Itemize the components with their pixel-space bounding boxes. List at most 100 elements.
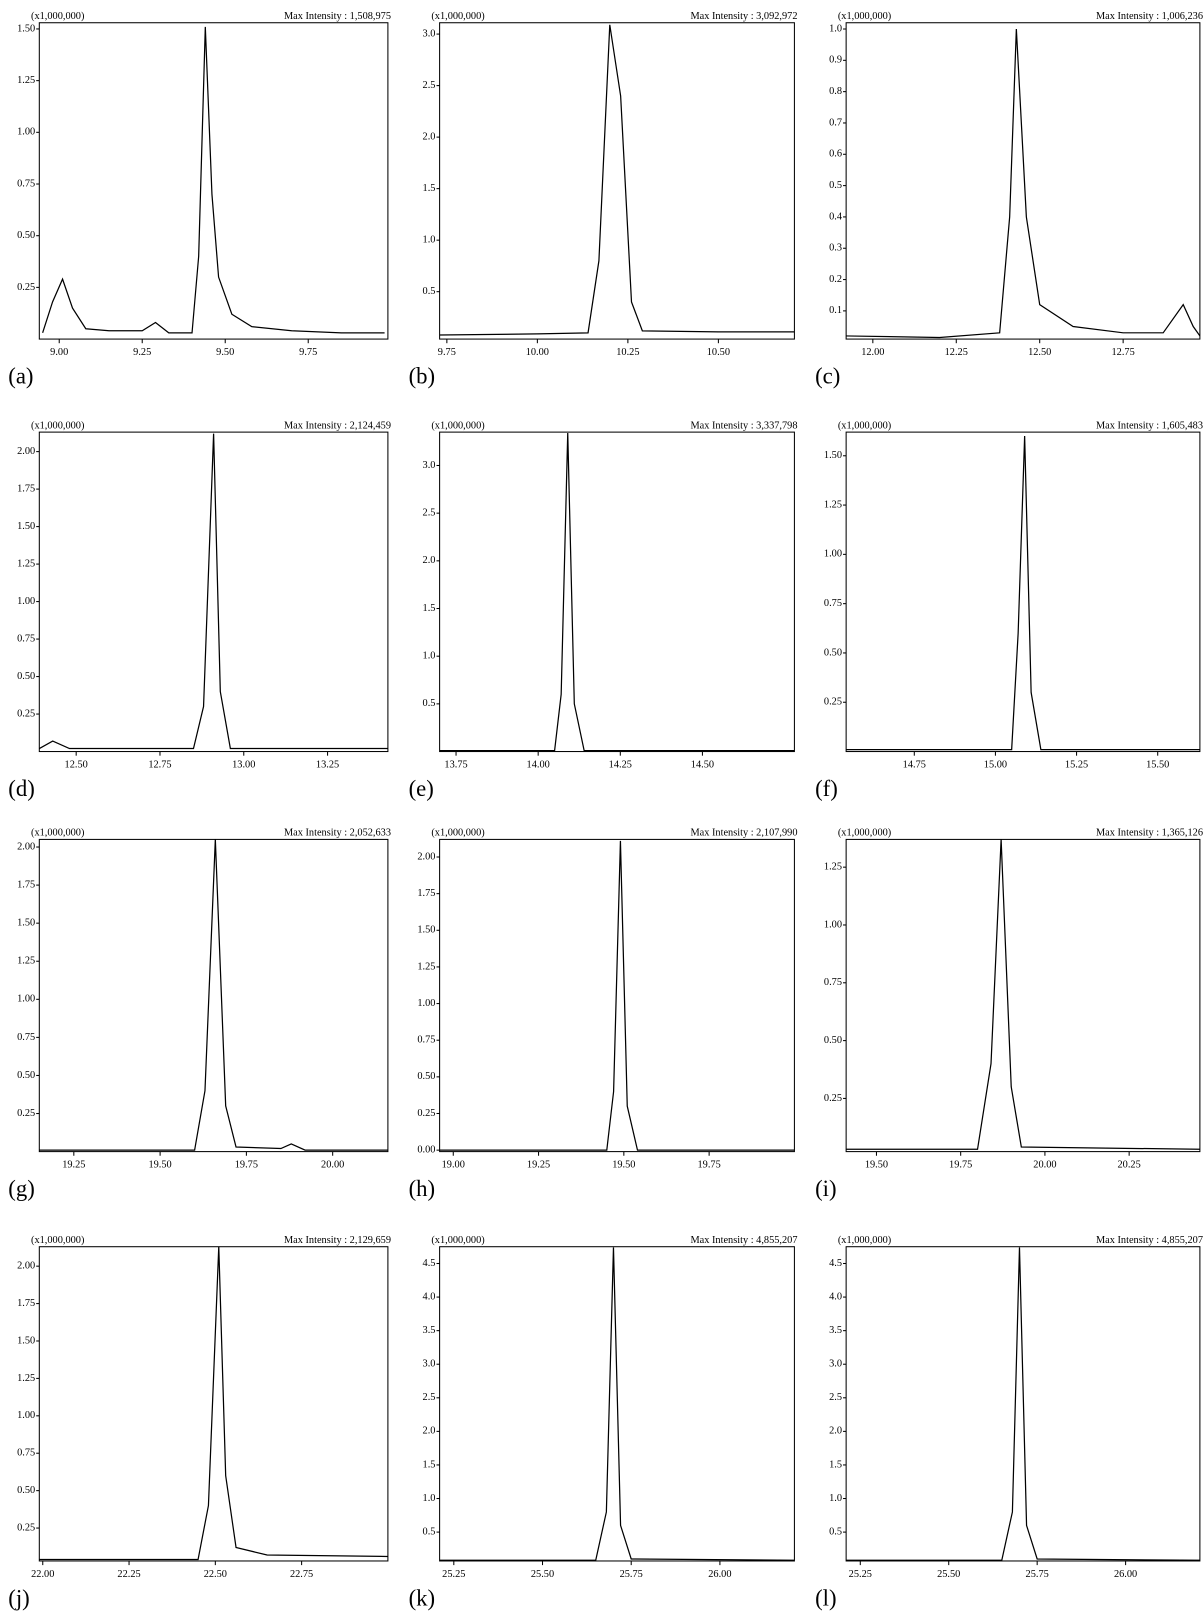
panel-label: (h) (409, 1176, 436, 1201)
x-tick-label: 9.75 (299, 347, 317, 358)
chromatogram-line (39, 1246, 388, 1561)
y-tick-label: 1.75 (417, 888, 435, 899)
y-tick-label: 1.25 (824, 862, 842, 873)
y-tick-label: 0.75 (417, 1035, 435, 1046)
chromatogram-panel: (x1,000,000) Max Intensity : 2,052,633 (g)… (8, 828, 391, 1202)
chromatogram-line (846, 28, 1200, 339)
x-tick-label: 25.50 (937, 1569, 960, 1580)
x-tick-label: 9.75 (438, 347, 456, 358)
max-intensity: Max Intensity : 4,855,207 (690, 1235, 797, 1246)
chromatogram-line (439, 24, 795, 336)
y-tick-label: 0.75 (17, 633, 35, 644)
x-tick-label: 25.50 (531, 1569, 554, 1580)
chromatogram-panel: (x1,000,000) Max Intensity : 2,129,659 (j)… (8, 1235, 391, 1611)
y-tick-label: 0.8 (829, 86, 842, 97)
y-tick-label: 1.00 (17, 1410, 35, 1421)
x-tick-label: 22.00 (31, 1569, 54, 1580)
y-tick-label: 1.50 (17, 1335, 35, 1346)
chromatogram-panel: (x1,000,000) Max Intensity : 2,124,459 (d)… (8, 420, 391, 801)
panel-label: (e) (409, 776, 434, 801)
y-tick-label: 0.5 (829, 180, 842, 191)
y-tick-label: 1.50 (17, 23, 35, 34)
panel-label: (k) (409, 1585, 436, 1610)
y-tick-label: 2.00 (17, 1261, 35, 1272)
unit-label: (x1,000,000) (431, 828, 484, 839)
panel-label: (i) (815, 1176, 836, 1201)
y-tick-label: 3.0 (423, 1359, 436, 1370)
panel-label: (b) (409, 364, 436, 389)
y-tick-label: 0.4 (829, 211, 842, 222)
chromatogram-line (846, 436, 1200, 751)
max-intensity: Max Intensity : 2,052,633 (284, 828, 391, 839)
y-tick-label: 1.25 (824, 499, 842, 510)
x-tick-label: 12.00 (861, 347, 884, 358)
unit-label: (x1,000,000) (31, 11, 84, 22)
chromatogram-panel: (x1,000,000) Max Intensity : 4,855,207 (k)… (409, 1235, 798, 1611)
y-tick-label: 1.50 (17, 521, 35, 532)
y-tick-label: 2.00 (17, 841, 35, 852)
y-tick-label: 0.75 (824, 598, 842, 609)
y-tick-label: 0.5 (423, 286, 436, 297)
y-tick-label: 0.75 (17, 1032, 35, 1043)
y-tick-label: 0.5 (423, 1526, 436, 1537)
plot-frame (845, 1246, 1201, 1562)
max-intensity: Max Intensity : 2,107,990 (690, 828, 797, 839)
unit-label: (x1,000,000) (431, 11, 484, 22)
y-tick-label: 1.0 (829, 23, 842, 34)
chromatogram-line (846, 1247, 1200, 1561)
x-tick-label: 10.25 (616, 347, 639, 358)
y-tick-label: 1.00 (824, 919, 842, 930)
plot-frame (439, 838, 795, 1153)
x-tick-label: 15.00 (984, 759, 1007, 770)
y-tick-label: 0.50 (17, 230, 35, 241)
y-tick-label: 3.5 (423, 1325, 436, 1336)
y-tick-label: 2.5 (829, 1392, 842, 1403)
chromatogram-panel: (x1,000,000) Max Intensity : 1,365,126 (i)… (815, 828, 1203, 1202)
x-tick-label: 13.75 (444, 759, 467, 770)
y-tick-label: 2.00 (17, 446, 35, 457)
y-tick-label: 2.0 (423, 555, 436, 566)
x-tick-label: 19.50 (865, 1159, 888, 1170)
panel-label: (j) (8, 1585, 29, 1610)
y-tick-label: 1.0 (829, 1493, 842, 1504)
x-tick-label: 25.75 (1026, 1569, 1049, 1580)
max-intensity: Max Intensity : 1,605,483 (1096, 420, 1203, 431)
y-tick-label: 1.0 (423, 235, 436, 246)
chromatogram-panel: (x1,000,000) Max Intensity : 3,337,798 (e)… (409, 420, 798, 801)
y-tick-label: 0.5 (423, 698, 436, 709)
x-tick-label: 26.00 (1114, 1569, 1137, 1580)
x-tick-label: 19.25 (62, 1159, 85, 1170)
x-tick-label: 19.75 (697, 1159, 720, 1170)
x-tick-label: 20.00 (1033, 1159, 1056, 1170)
x-tick-label: 9.50 (216, 347, 234, 358)
unit-label: (x1,000,000) (838, 828, 891, 839)
x-tick-label: 14.50 (691, 759, 714, 770)
chromatogram-panel: (x1,000,000) Max Intensity : 3,092,972 (b)… (409, 11, 798, 389)
unit-label: (x1,000,000) (838, 11, 891, 22)
chromatogram-panel: (x1,000,000) Max Intensity : 1,605,483 (f)… (815, 420, 1203, 801)
y-tick-label: 0.75 (17, 178, 35, 189)
x-tick-label: 15.25 (1065, 759, 1088, 770)
y-tick-label: 2.5 (423, 508, 436, 519)
y-tick-label: 0.9 (829, 55, 842, 66)
y-tick-label: 3.0 (423, 28, 436, 39)
y-tick-label: 0.75 (824, 977, 842, 988)
unit-label: (x1,000,000) (838, 1235, 891, 1246)
x-tick-label: 14.00 (527, 759, 550, 770)
y-tick-label: 1.25 (17, 1373, 35, 1384)
chromatogram-panel: (x1,000,000) Max Intensity : 2,107,990 (h)… (409, 828, 798, 1202)
plot-frame (439, 1246, 795, 1562)
max-intensity: Max Intensity : 4,855,207 (1096, 1235, 1203, 1246)
y-tick-label: 1.50 (824, 450, 842, 461)
x-tick-label: 10.50 (707, 347, 730, 358)
y-tick-label: 4.5 (829, 1258, 842, 1269)
chromatogram-line (439, 1247, 795, 1561)
plot-frame (845, 838, 1201, 1153)
chromatogram-line (846, 839, 1200, 1150)
y-tick-label: 1.25 (17, 558, 35, 569)
max-intensity: Max Intensity : 1,365,126 (1096, 828, 1203, 839)
y-tick-label: 1.50 (17, 918, 35, 929)
y-tick-label: 1.25 (417, 961, 435, 972)
y-tick-label: 1.5 (829, 1459, 842, 1470)
